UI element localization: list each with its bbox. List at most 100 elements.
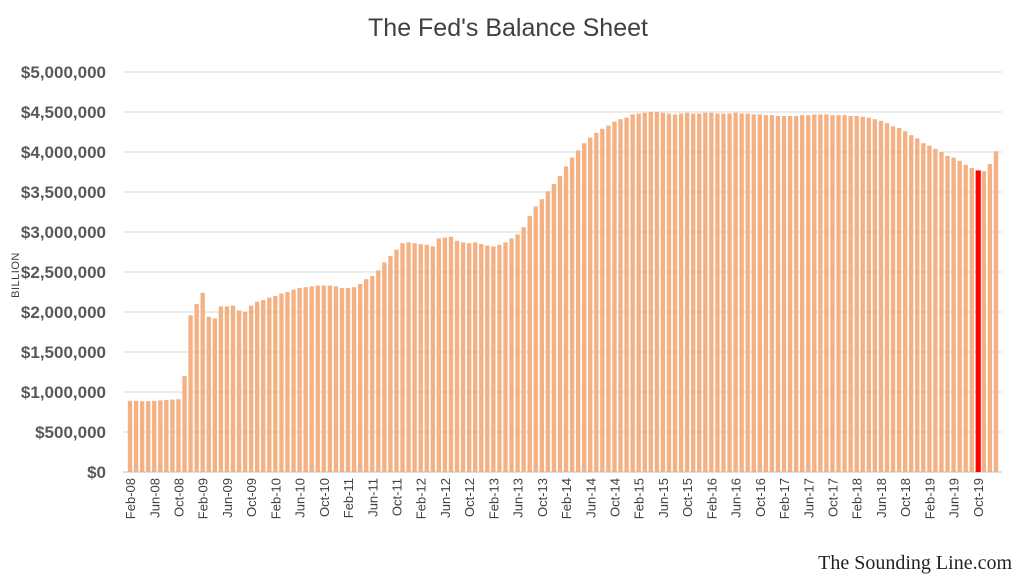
bar bbox=[648, 112, 653, 472]
bar-highlight bbox=[975, 170, 981, 472]
bar bbox=[442, 237, 448, 472]
bar bbox=[915, 138, 920, 472]
bar bbox=[515, 234, 520, 472]
x-tick-label: Feb-12 bbox=[414, 478, 429, 519]
y-tick-label: $500,000 bbox=[35, 423, 106, 442]
bar bbox=[594, 132, 599, 473]
bar bbox=[321, 285, 326, 472]
bar bbox=[279, 293, 284, 472]
bar bbox=[733, 112, 738, 473]
bar bbox=[218, 306, 224, 472]
bar bbox=[939, 152, 944, 472]
bar bbox=[261, 300, 266, 472]
bar bbox=[533, 206, 538, 472]
x-tick-label: Jun-13 bbox=[511, 478, 526, 518]
bar bbox=[769, 115, 775, 472]
bar bbox=[909, 135, 914, 472]
bar bbox=[866, 117, 871, 472]
bar bbox=[521, 227, 526, 472]
bar bbox=[351, 287, 357, 472]
x-tick-label: Jun-18 bbox=[874, 478, 889, 518]
bar bbox=[424, 244, 429, 472]
bar bbox=[376, 270, 381, 472]
x-tick-label: Oct-11 bbox=[389, 478, 404, 516]
bar bbox=[503, 242, 508, 472]
bar bbox=[715, 113, 720, 472]
bar bbox=[206, 316, 211, 472]
bar bbox=[436, 238, 442, 472]
bar bbox=[678, 113, 684, 472]
bar bbox=[333, 286, 339, 472]
x-tick-label: Jun-15 bbox=[656, 478, 671, 518]
x-tick-label: Feb-17 bbox=[777, 478, 792, 519]
x-axis-ticks: Feb-08 Jun-08 Oct-08 Feb-09 Jun-09 Oct-09 Feb-… bbox=[123, 478, 986, 519]
bar bbox=[600, 128, 605, 473]
bar bbox=[757, 114, 762, 473]
bar bbox=[751, 114, 756, 473]
bar bbox=[993, 151, 999, 472]
bar bbox=[660, 112, 666, 473]
bar bbox=[127, 400, 133, 472]
bar bbox=[921, 143, 926, 472]
y-tick-label: $4,500,000 bbox=[21, 103, 106, 122]
bar bbox=[448, 236, 454, 472]
bar bbox=[545, 191, 551, 472]
bar bbox=[818, 114, 823, 473]
bar bbox=[800, 115, 805, 472]
bar bbox=[357, 284, 363, 472]
bar bbox=[951, 157, 956, 472]
bar bbox=[364, 279, 369, 472]
bar bbox=[188, 315, 193, 472]
bar bbox=[642, 112, 647, 473]
bar bbox=[588, 137, 593, 472]
bar bbox=[842, 115, 847, 472]
bar bbox=[563, 166, 569, 472]
y-tick-label: $2,000,000 bbox=[21, 303, 106, 322]
x-tick-label: Oct-16 bbox=[753, 478, 768, 517]
bar bbox=[890, 126, 896, 473]
bar bbox=[666, 113, 672, 472]
y-tick-label: $1,000,000 bbox=[21, 383, 106, 402]
x-tick-label: Feb-10 bbox=[268, 478, 283, 519]
x-tick-label: Feb-15 bbox=[632, 478, 647, 519]
bar bbox=[200, 292, 205, 472]
y-tick-label: $1,500,000 bbox=[21, 343, 106, 362]
bar bbox=[793, 116, 799, 472]
bar bbox=[878, 120, 884, 473]
bar bbox=[285, 292, 290, 472]
bar bbox=[406, 242, 411, 472]
x-tick-label: Feb-19 bbox=[922, 478, 937, 519]
bar bbox=[787, 116, 793, 472]
bar bbox=[388, 256, 393, 472]
bar bbox=[709, 112, 714, 473]
bar bbox=[139, 401, 145, 472]
x-tick-label: Oct-09 bbox=[244, 478, 259, 517]
bar bbox=[836, 115, 841, 472]
bar bbox=[763, 115, 769, 472]
x-tick-label: Feb-13 bbox=[486, 478, 501, 519]
bar bbox=[854, 116, 859, 472]
bar bbox=[479, 244, 484, 472]
bar bbox=[957, 160, 962, 473]
bar bbox=[684, 112, 690, 473]
bar bbox=[418, 244, 423, 472]
bar bbox=[691, 113, 696, 472]
bar bbox=[860, 116, 865, 473]
bar bbox=[297, 288, 302, 472]
x-tick-label: Jun-09 bbox=[220, 478, 235, 518]
x-tick-label: Feb-11 bbox=[341, 478, 356, 518]
bar bbox=[697, 113, 702, 472]
x-tick-label: Oct-10 bbox=[317, 478, 332, 517]
bar bbox=[618, 119, 623, 472]
bar bbox=[775, 116, 781, 472]
bar bbox=[230, 305, 236, 472]
bar bbox=[327, 285, 333, 472]
bar bbox=[212, 318, 217, 472]
x-tick-label: Feb-08 bbox=[123, 478, 138, 519]
bar bbox=[830, 115, 835, 472]
x-tick-label: Jun-12 bbox=[438, 478, 453, 518]
bar bbox=[394, 249, 399, 472]
x-tick-label: Jun-16 bbox=[729, 478, 744, 518]
x-tick-label: Oct-17 bbox=[825, 478, 840, 517]
bar bbox=[485, 245, 490, 472]
